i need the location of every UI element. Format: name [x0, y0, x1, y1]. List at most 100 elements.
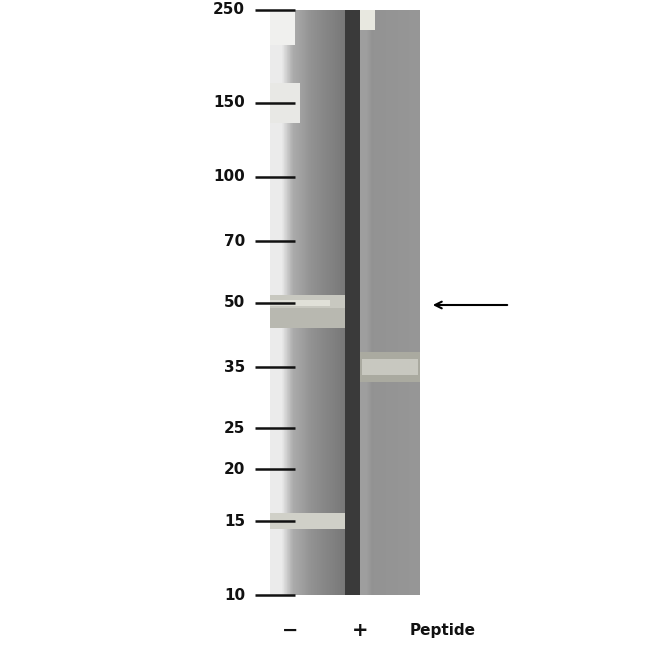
Bar [333, 10, 335, 595]
Bar [416, 10, 417, 595]
Text: 20: 20 [224, 461, 245, 476]
Bar [284, 10, 285, 595]
Bar [379, 10, 380, 595]
Bar [400, 10, 401, 595]
Bar [331, 10, 332, 595]
Bar [307, 10, 308, 595]
Bar [301, 10, 302, 595]
Bar [288, 10, 289, 595]
Bar [363, 10, 364, 595]
Bar [323, 10, 324, 595]
Text: 35: 35 [224, 360, 245, 375]
Bar [286, 10, 287, 595]
Text: 25: 25 [224, 421, 245, 436]
Bar [318, 10, 320, 595]
Bar [322, 10, 323, 595]
Bar [408, 10, 409, 595]
Bar [277, 10, 278, 595]
Bar [405, 10, 406, 595]
Bar [369, 10, 370, 595]
Bar [418, 10, 419, 595]
Bar [282, 10, 283, 595]
Bar [385, 10, 386, 595]
Bar [377, 10, 378, 595]
Bar [335, 10, 336, 595]
Bar [300, 10, 301, 595]
Bar [360, 353, 420, 382]
Bar [415, 10, 416, 595]
Bar [343, 10, 344, 595]
Bar [392, 10, 393, 595]
Bar [406, 10, 407, 595]
Bar [413, 10, 414, 595]
Text: 250: 250 [213, 3, 245, 18]
Bar [409, 10, 410, 595]
Bar [339, 10, 340, 595]
Bar [320, 10, 321, 595]
Bar [336, 10, 337, 595]
Bar [272, 10, 273, 595]
Bar [270, 513, 345, 529]
Bar [270, 83, 300, 123]
Bar [287, 10, 288, 595]
Bar [394, 10, 395, 595]
Bar [276, 10, 277, 595]
Bar [338, 10, 339, 595]
Bar [332, 10, 333, 595]
Bar [270, 299, 330, 306]
Bar [414, 10, 415, 595]
Text: −: − [282, 621, 298, 639]
Bar [327, 10, 328, 595]
Bar [397, 10, 398, 595]
Bar [275, 10, 276, 595]
Bar [271, 10, 272, 595]
Bar [303, 10, 304, 595]
Bar [281, 10, 282, 595]
Bar [314, 10, 315, 595]
Bar [283, 10, 284, 595]
Bar [417, 10, 418, 595]
Bar [398, 10, 399, 595]
Bar [289, 10, 291, 595]
Bar [298, 10, 299, 595]
Bar [410, 10, 411, 595]
Text: 10: 10 [224, 588, 245, 602]
Bar [344, 10, 345, 595]
Bar [342, 10, 343, 595]
Bar [378, 10, 379, 595]
Bar [391, 10, 392, 595]
Bar [389, 10, 390, 595]
Bar [362, 359, 418, 376]
Bar [270, 10, 271, 595]
Bar [366, 10, 367, 595]
Bar [291, 10, 292, 595]
Bar [376, 10, 377, 595]
Bar [395, 10, 396, 595]
Bar [419, 10, 420, 595]
Text: 70: 70 [224, 234, 245, 249]
Bar [365, 10, 366, 595]
Bar [316, 10, 317, 595]
Text: 50: 50 [224, 295, 245, 310]
Bar [368, 10, 369, 595]
Bar [330, 10, 331, 595]
Bar [373, 10, 374, 595]
Bar [382, 10, 383, 595]
Bar [312, 10, 313, 595]
Bar [299, 10, 300, 595]
Text: 100: 100 [213, 169, 245, 184]
Bar [313, 10, 314, 595]
Bar [411, 10, 412, 595]
Bar [315, 10, 316, 595]
Bar [375, 10, 376, 595]
Bar [370, 10, 371, 595]
Bar [367, 10, 368, 595]
Bar [345, 10, 360, 595]
Bar [341, 10, 342, 595]
Bar [384, 10, 385, 595]
Text: 150: 150 [213, 96, 245, 110]
Bar [292, 10, 293, 595]
Bar [270, 10, 295, 45]
Bar [337, 10, 338, 595]
Bar [308, 10, 309, 595]
